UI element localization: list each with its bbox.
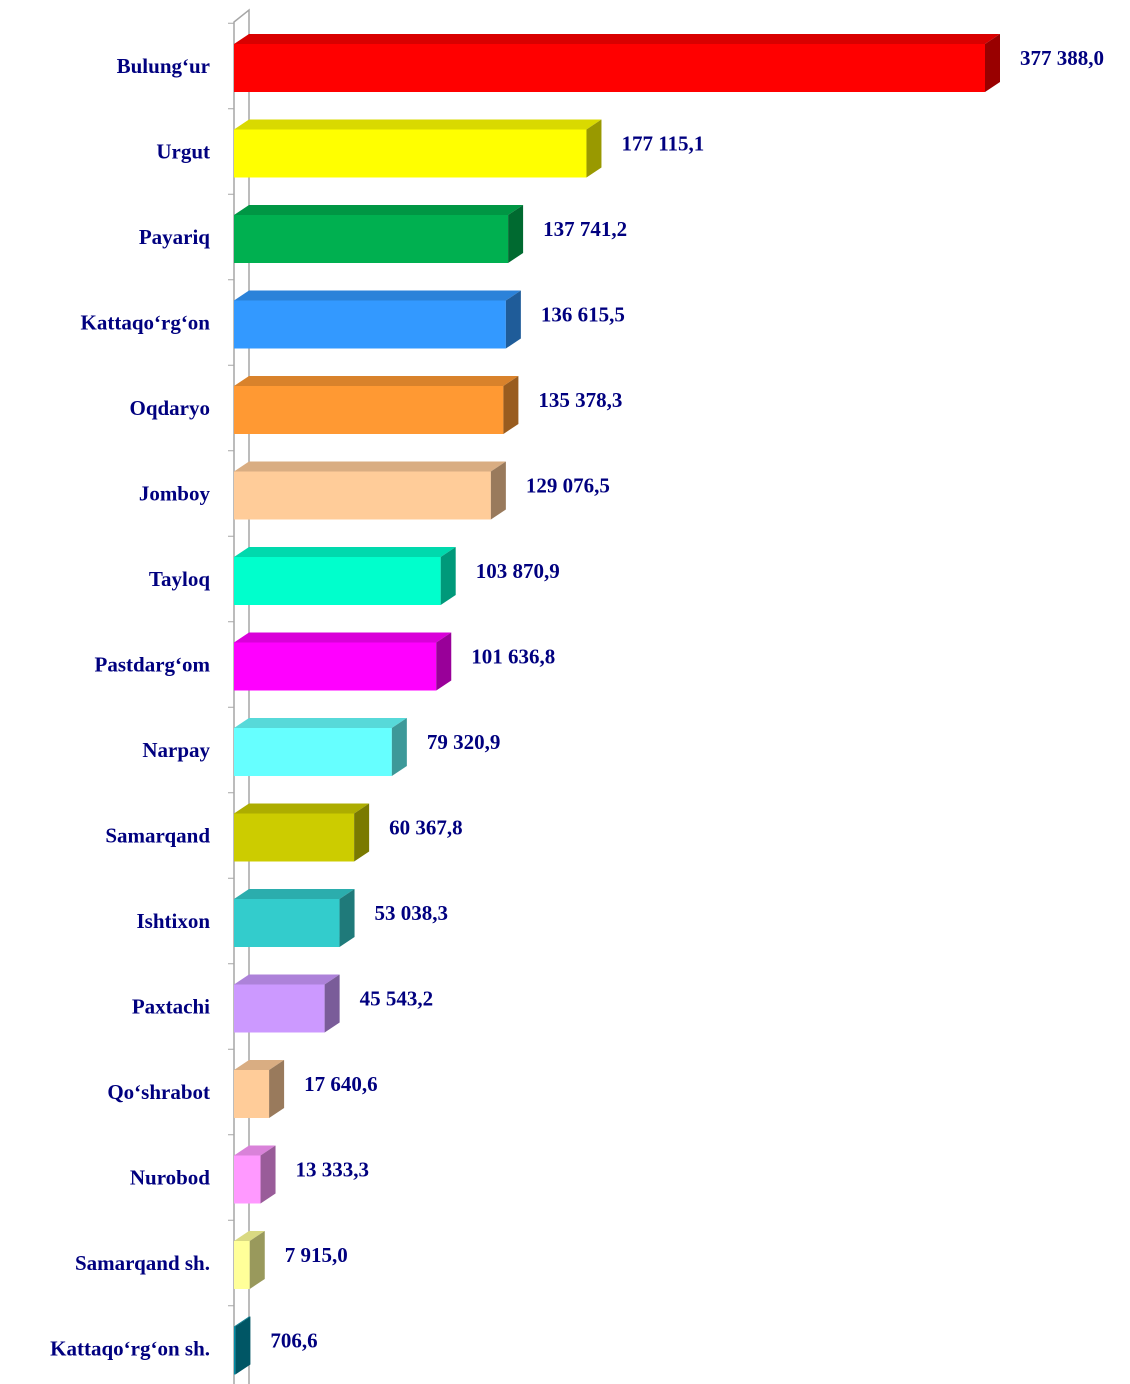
category-label: Paxtachi <box>132 994 210 1018</box>
value-label: 13 333,3 <box>296 1157 370 1181</box>
bar-side <box>436 632 452 691</box>
category-label: Samarqand <box>105 823 210 847</box>
category-label: Jomboy <box>139 481 211 505</box>
bar-side <box>985 34 1000 92</box>
bar <box>234 34 1000 92</box>
bar-top <box>234 1060 285 1070</box>
bar-side <box>235 1316 251 1375</box>
bar <box>234 974 340 1033</box>
value-label: 377 388,0 <box>1020 46 1104 70</box>
bar-front <box>234 642 437 691</box>
value-label: 53 038,3 <box>375 901 449 925</box>
bar <box>234 1231 265 1289</box>
bar-top <box>234 974 340 985</box>
bar-side <box>490 461 506 520</box>
bar-front <box>234 215 509 263</box>
bar-side <box>505 290 521 349</box>
bar-side <box>508 205 524 263</box>
value-label: 7 915,0 <box>285 1243 348 1267</box>
bar-front <box>234 1241 250 1289</box>
bar-top <box>234 34 1000 44</box>
bar-top <box>234 1145 276 1156</box>
bar-top <box>234 632 452 643</box>
value-label: 135 378,3 <box>538 388 622 412</box>
bar-front <box>234 300 506 349</box>
category-label: Qo‘shrabot <box>107 1080 210 1104</box>
value-label: 103 870,9 <box>476 559 560 583</box>
category-label: Urgut <box>156 139 210 163</box>
value-label: 79 320,9 <box>427 730 501 754</box>
category-label: Narpay <box>142 738 210 762</box>
category-label: Tayloq <box>149 567 210 591</box>
bar-side <box>440 547 456 605</box>
bar-top <box>234 376 519 386</box>
bar-front <box>234 44 985 92</box>
value-label: 137 741,2 <box>543 217 627 241</box>
bar-top <box>234 290 521 301</box>
bar-top <box>234 461 506 472</box>
category-label: Kattaqo‘rg‘on <box>81 310 211 334</box>
value-label: 45 543,2 <box>360 986 434 1010</box>
bar-side <box>354 803 370 862</box>
bar-front <box>234 728 392 776</box>
value-label: 706,6 <box>270 1328 317 1352</box>
bar-top <box>234 718 407 728</box>
value-label: 129 076,5 <box>526 473 610 497</box>
bar-top <box>234 1231 265 1241</box>
bar <box>234 290 521 349</box>
bar-front <box>234 984 325 1033</box>
category-label: Oqdaryo <box>129 396 210 420</box>
bar <box>234 1060 285 1118</box>
value-label: 60 367,8 <box>389 815 463 839</box>
category-label: Samarqand sh. <box>75 1251 210 1275</box>
bar-front <box>234 1155 261 1204</box>
bar <box>234 376 519 434</box>
bar-front <box>234 899 340 947</box>
bar-front <box>234 471 491 520</box>
bar-front <box>234 1070 270 1118</box>
axis-wall <box>233 8 250 1384</box>
bar <box>234 889 355 947</box>
category-label: Payariq <box>139 225 210 249</box>
value-label: 17 640,6 <box>304 1072 378 1096</box>
bar-side <box>249 1231 265 1289</box>
category-label: Nurobod <box>130 1165 210 1189</box>
bar-top <box>234 1316 251 1327</box>
category-label: Bulung‘ur <box>117 54 210 78</box>
bar <box>234 803 370 862</box>
bar <box>234 547 456 605</box>
bar-front <box>234 557 441 605</box>
bar-side <box>324 974 340 1033</box>
category-label: Kattaqo‘rg‘on sh. <box>50 1336 210 1360</box>
bar <box>234 718 407 776</box>
bar-top <box>234 547 456 557</box>
bar-top <box>234 803 370 814</box>
value-label: 136 615,5 <box>541 302 625 326</box>
bar-top <box>234 889 355 899</box>
value-label: 101 636,8 <box>471 644 555 668</box>
bar-side <box>260 1145 276 1204</box>
category-label: Pastdarg‘om <box>95 652 211 676</box>
bar <box>234 1316 251 1375</box>
bar-side <box>391 718 407 776</box>
bar <box>234 632 452 691</box>
bar-front <box>234 386 504 434</box>
category-label: Ishtixon <box>136 909 210 933</box>
bar <box>234 205 524 263</box>
bar <box>234 119 602 178</box>
bar-side <box>339 889 355 947</box>
bar-side <box>503 376 519 434</box>
bar-front <box>234 1326 236 1375</box>
bar-front <box>234 813 355 862</box>
bar-side <box>586 119 602 178</box>
bar-top <box>234 119 602 130</box>
bar <box>234 461 506 520</box>
value-label: 177 115,1 <box>621 131 704 155</box>
bar-top <box>234 205 524 215</box>
bar-front <box>234 129 587 178</box>
bar-side <box>269 1060 285 1118</box>
bar <box>234 1145 276 1204</box>
